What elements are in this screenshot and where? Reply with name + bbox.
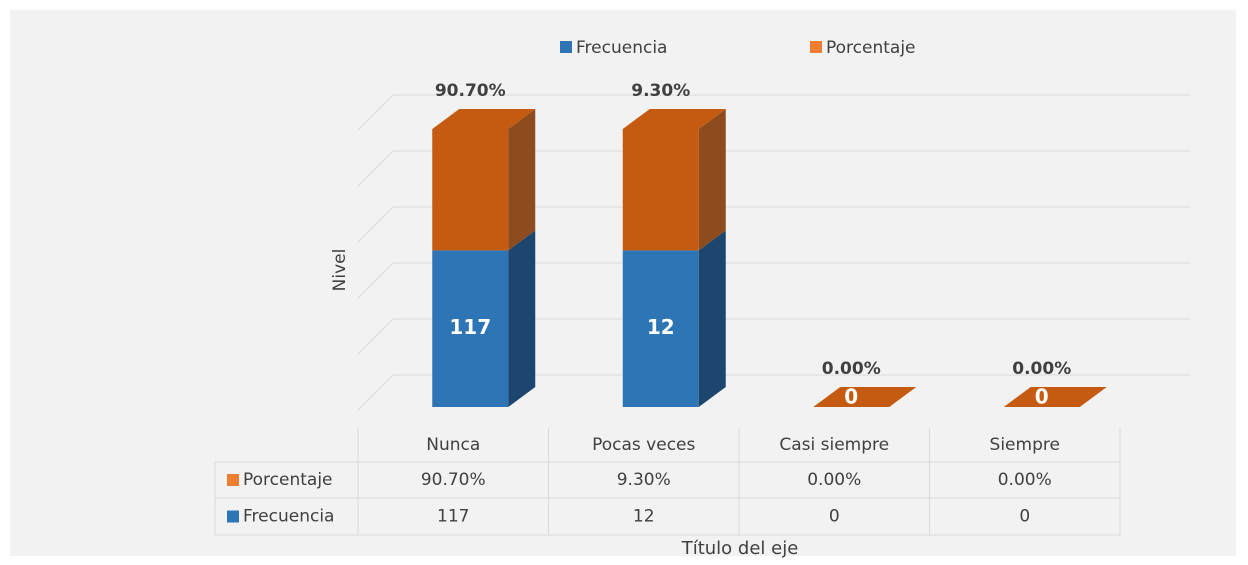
data-label: 0.00% <box>1012 359 1071 379</box>
grid-line <box>357 318 394 355</box>
data-label: 117 <box>449 315 491 339</box>
bar-side <box>698 230 726 407</box>
legend-swatch <box>810 41 822 53</box>
table-row-label: Porcentaje <box>243 470 333 490</box>
table-cell: 0.00% <box>998 470 1052 490</box>
data-label: 0 <box>844 385 858 409</box>
legend-swatch <box>560 41 572 53</box>
table-cell: 12 <box>633 507 655 527</box>
bar-side <box>698 109 726 251</box>
y-axis-title: Nivel <box>330 249 350 292</box>
x-tick-label: Casi siempre <box>779 435 889 455</box>
table-cell: 9.30% <box>617 470 671 490</box>
bar-segment <box>622 250 699 407</box>
bar-side <box>508 109 536 251</box>
bar-top <box>622 109 726 129</box>
x-tick-label: Pocas veces <box>592 435 695 455</box>
legend-label: Porcentaje <box>826 38 916 58</box>
grid-line <box>357 374 394 411</box>
x-tick-label: Siempre <box>990 435 1060 455</box>
data-label: 9.30% <box>631 81 690 101</box>
table-cell: 0 <box>1019 507 1030 527</box>
data-label: 12 <box>647 315 675 339</box>
grid-line <box>357 262 394 299</box>
table-cell: 0.00% <box>807 470 861 490</box>
bar-segment <box>432 129 509 251</box>
x-tick-label: Nunca <box>426 435 480 455</box>
grid-line <box>357 206 394 243</box>
bar-segment <box>432 250 509 407</box>
x-axis-title: Título del eje <box>681 538 799 559</box>
data-label: 90.70% <box>435 81 506 101</box>
bar-side <box>508 230 536 407</box>
table-cell: 0 <box>829 507 840 527</box>
table-cell: 117 <box>437 507 469 527</box>
data-label: 0 <box>1035 385 1049 409</box>
legend-swatch <box>227 474 239 486</box>
legend-label: Frecuencia <box>576 38 667 58</box>
bar-top <box>813 387 917 407</box>
legend-swatch <box>227 510 239 523</box>
table-cell: 90.70% <box>421 470 486 490</box>
data-label: 0.00% <box>822 359 881 379</box>
bar-segment <box>622 129 699 251</box>
table-row-label: Frecuencia <box>243 507 334 527</box>
grid-line <box>357 94 394 131</box>
bar-top <box>432 109 536 129</box>
grid-line <box>357 150 394 187</box>
bar-top <box>1003 387 1107 407</box>
